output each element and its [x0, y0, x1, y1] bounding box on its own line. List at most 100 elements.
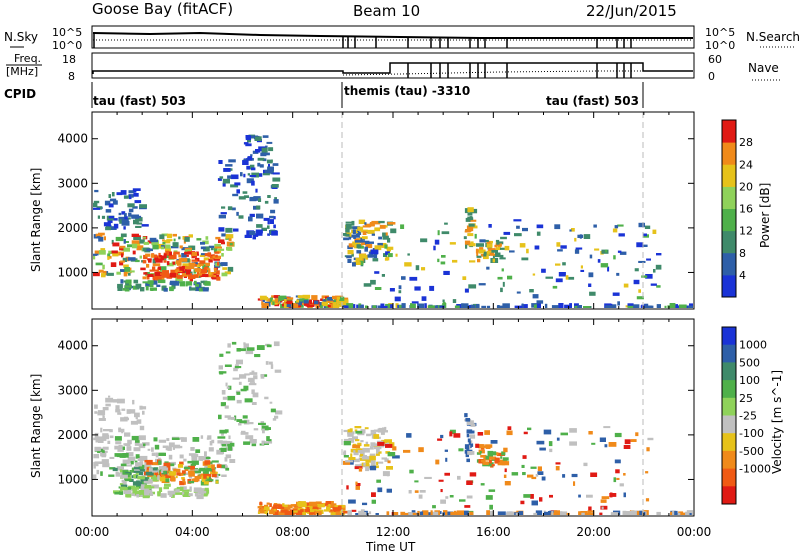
power-cell [128, 190, 135, 194]
power-cell [346, 255, 352, 259]
power-cell [145, 272, 150, 276]
velocity-cell [259, 509, 265, 514]
power-cell [245, 135, 252, 141]
power-cell [588, 272, 594, 278]
velocity-cell [221, 431, 224, 436]
velocity-cell [479, 451, 482, 454]
velocity-cell [600, 505, 608, 510]
power-cell [123, 264, 129, 268]
power-cell [347, 259, 352, 263]
power-cell [189, 273, 192, 278]
velocity-cell [211, 464, 215, 469]
velocity-cell [571, 473, 578, 478]
power-cell [502, 303, 510, 308]
velocity-cell [211, 439, 215, 444]
power-cell [112, 251, 119, 257]
velocity-cell [243, 343, 249, 349]
power-cell [193, 282, 201, 286]
power-cell [151, 240, 159, 246]
velocity-cell [179, 454, 184, 459]
velocity-cell [335, 511, 343, 515]
velocity-cell [171, 461, 176, 465]
freq-left-tick-bottom: 8 [68, 70, 75, 83]
velocity-cell [264, 510, 268, 514]
power-cell [272, 301, 275, 306]
velocity-cell [466, 480, 473, 485]
velocity-cell [392, 455, 400, 459]
power-cell [465, 229, 472, 232]
power-cell [555, 278, 563, 283]
velocity-cell [376, 461, 384, 464]
velocity-cell [304, 508, 310, 513]
velocity-cell [382, 471, 390, 477]
power-cell [409, 276, 418, 281]
power-cell [569, 303, 572, 308]
velocity-cell [485, 444, 493, 448]
power-cell [612, 292, 620, 296]
power-cell [165, 250, 170, 256]
power-cell [296, 299, 299, 303]
power-cell [195, 284, 199, 287]
velocity-cell [482, 461, 489, 465]
velocity-cell [245, 435, 254, 440]
power-cell [261, 301, 264, 305]
velocity-cell [314, 511, 318, 515]
velocity-cell [674, 510, 678, 515]
velocity-cell [348, 499, 356, 504]
power-cell [173, 238, 176, 242]
power-cell [467, 233, 474, 237]
velocity-cell [439, 511, 442, 515]
velocity-cell [418, 494, 423, 499]
power-cell [191, 259, 198, 262]
power-cell [124, 285, 132, 288]
cpid-segment-2: themis (tau) -3310 [344, 84, 470, 98]
velocity-cell [544, 511, 549, 515]
velocity-cell [449, 495, 454, 498]
velocity-cell [130, 420, 138, 425]
power-cell [132, 250, 136, 255]
power-cell [299, 298, 305, 302]
velocity-cell [458, 448, 464, 452]
velocity-cell [318, 507, 322, 510]
power-cell [545, 276, 553, 279]
power-cell [442, 299, 445, 303]
velocity-cell [168, 442, 175, 448]
velocity-cell [120, 463, 127, 467]
velocity-cell [116, 466, 124, 471]
power-cell [617, 250, 622, 253]
power-cell [108, 194, 111, 198]
velocity-y-tick-label: 1000 [57, 472, 88, 486]
power-cell [411, 303, 416, 308]
power-cell [253, 196, 261, 201]
power-cell [372, 222, 381, 225]
velocity-cell [381, 457, 387, 460]
power-cell [678, 304, 687, 308]
velocity-cell [165, 475, 171, 478]
x-tick-label: 04:00 [175, 525, 210, 539]
velocity-cell [623, 473, 626, 476]
power-cell [266, 141, 273, 144]
power-cell [283, 303, 287, 308]
power-cell [329, 303, 333, 308]
velocity-cell [310, 502, 316, 507]
velocity-cell [523, 431, 528, 435]
power-cell [113, 218, 118, 221]
power-cell [428, 305, 435, 308]
power-cell [499, 257, 506, 260]
velocity-cell [409, 469, 414, 474]
velocity-cell [232, 377, 240, 380]
velocity-cell [231, 341, 237, 345]
power-cell [96, 253, 99, 256]
velocity-cell [268, 361, 273, 365]
velocity-cell [613, 477, 617, 483]
power-cell [224, 271, 231, 275]
velocity-cell [464, 413, 468, 418]
velocity-cell [205, 479, 214, 482]
velocity-cell [98, 418, 106, 421]
nave-label: Nave [748, 61, 779, 75]
power-cell [110, 262, 117, 267]
noise-left-tick-bottom: 10^0 [52, 39, 82, 52]
velocity-cell [126, 464, 132, 467]
power-cell [411, 301, 419, 304]
